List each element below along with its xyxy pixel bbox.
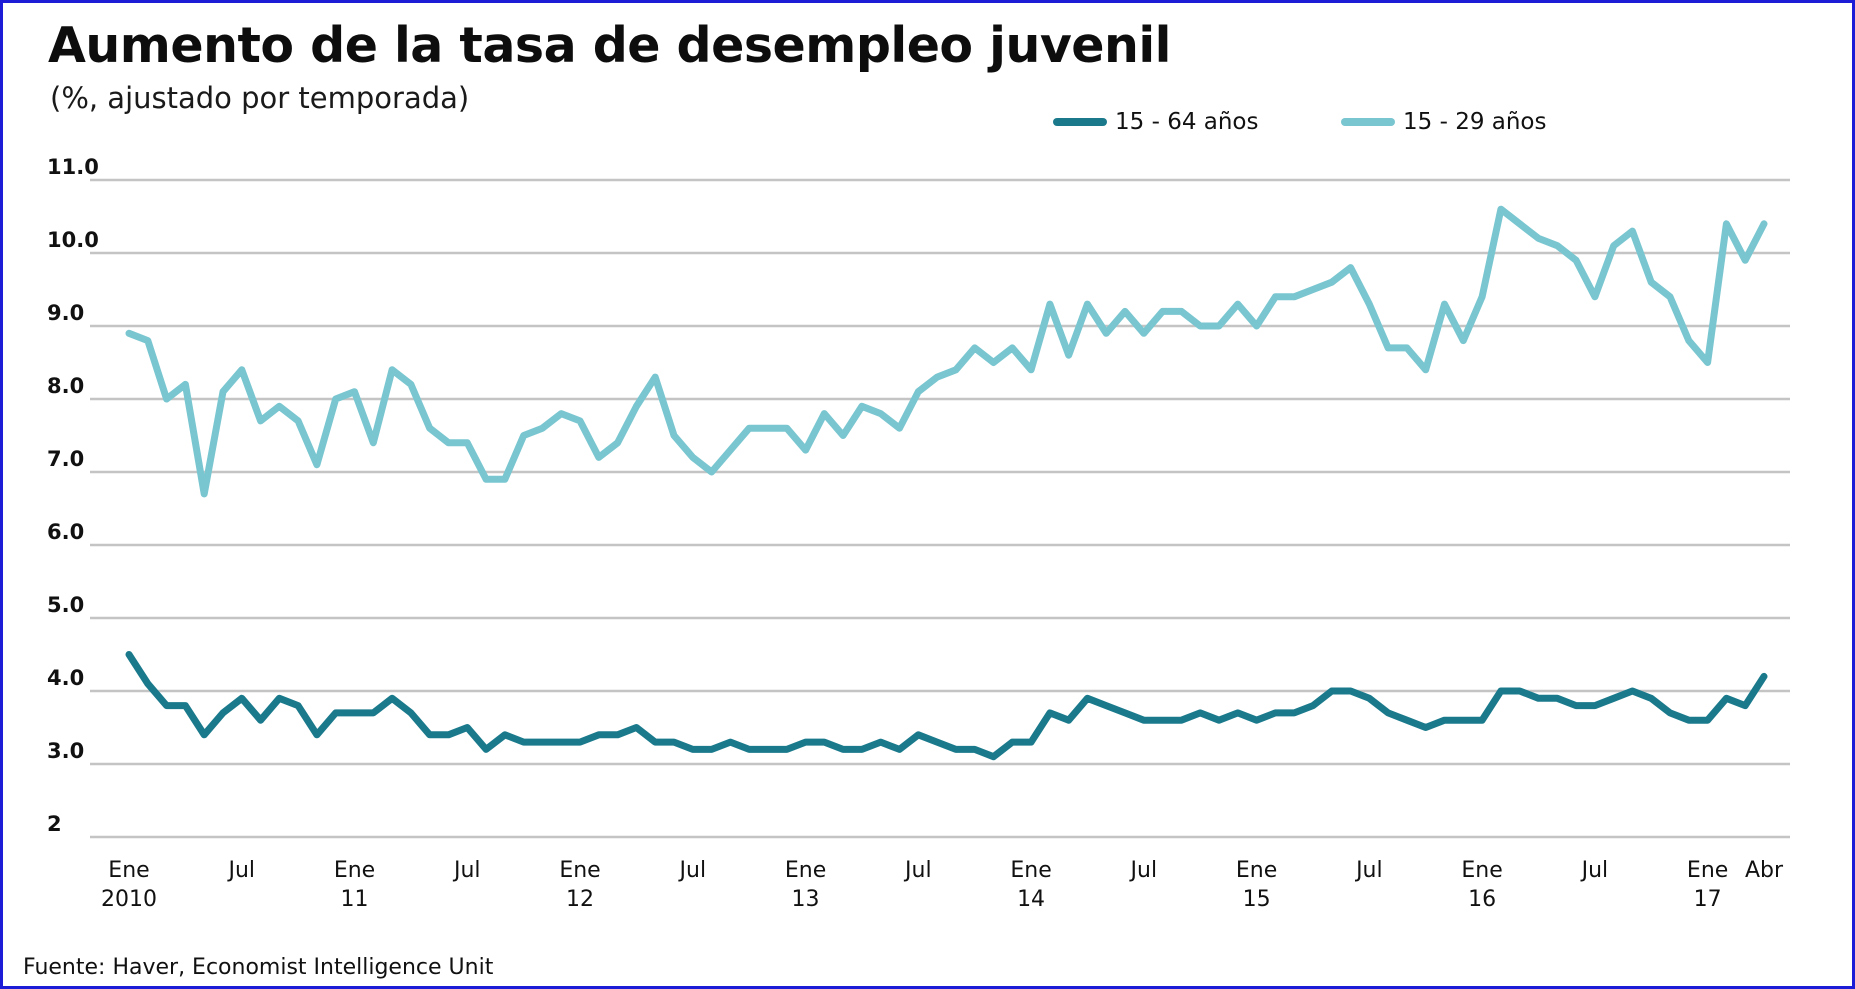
legend-swatch-15-64 <box>1053 118 1107 126</box>
x-tick-label: Jul <box>1129 858 1158 883</box>
legend-label-15-29: 15 - 29 años <box>1403 109 1547 135</box>
x-tick-label: Ene <box>108 858 149 883</box>
x-tick-label: Jul <box>1580 858 1609 883</box>
legend-swatch-15-29 <box>1341 118 1395 126</box>
y-tick-label: 7.0 <box>47 447 84 471</box>
y-tick-label: 9.0 <box>47 301 84 325</box>
x-tick-label: Ene <box>785 858 826 883</box>
x-tick-label: Jul <box>226 858 255 883</box>
legend-item-15-29: 15 - 29 años <box>1341 107 1547 137</box>
x-tick-year-label: 2010 <box>101 887 157 912</box>
series-line-15-29 <box>125 205 1768 498</box>
y-tick-label: 10.0 <box>47 228 99 252</box>
x-tick-label: Abr <box>1745 858 1784 883</box>
y-tick-label: 11.0 <box>47 155 99 179</box>
x-tick-label: Jul <box>452 858 481 883</box>
x-tick-label: Ene <box>334 858 375 883</box>
y-tick-label: 6.0 <box>47 520 84 544</box>
x-tick-label: Ene <box>1461 858 1502 883</box>
x-tick-label: Jul <box>1354 858 1383 883</box>
chart-subtitle: (%, ajustado por temporada) <box>50 81 470 115</box>
legend-item-15-64: 15 - 64 años <box>1053 107 1259 137</box>
legend-label-15-64: 15 - 64 años <box>1115 109 1259 135</box>
y-tick-label: 5.0 <box>47 593 84 617</box>
x-tick-label: Ene <box>559 858 600 883</box>
y-tick-label: 4.0 <box>47 666 84 690</box>
x-tick-year-label: 16 <box>1468 887 1496 912</box>
x-tick-label: Ene <box>1010 858 1051 883</box>
y-tick-label: 3.0 <box>47 739 84 763</box>
x-tick-label: Ene <box>1236 858 1277 883</box>
x-tick-year-label: 11 <box>341 887 369 912</box>
x-tick-label: Jul <box>903 858 932 883</box>
x-tick-label: Jul <box>678 858 707 883</box>
x-tick-year-label: 17 <box>1694 887 1722 912</box>
y-tick-label: 8.0 <box>47 374 84 398</box>
x-tick-year-label: 13 <box>792 887 820 912</box>
y-tick-label: 2 <box>47 812 62 836</box>
chart-title: Aumento de la tasa de desempleo juvenil <box>48 17 1171 74</box>
x-tick-label: Ene <box>1687 858 1728 883</box>
series-line-15-64 <box>125 651 1768 761</box>
source-note: Fuente: Haver, Economist Intelligence Un… <box>23 955 494 980</box>
x-tick-year-label: 12 <box>566 887 594 912</box>
x-tick-year-label: 14 <box>1017 887 1045 912</box>
x-tick-year-label: 15 <box>1243 887 1271 912</box>
